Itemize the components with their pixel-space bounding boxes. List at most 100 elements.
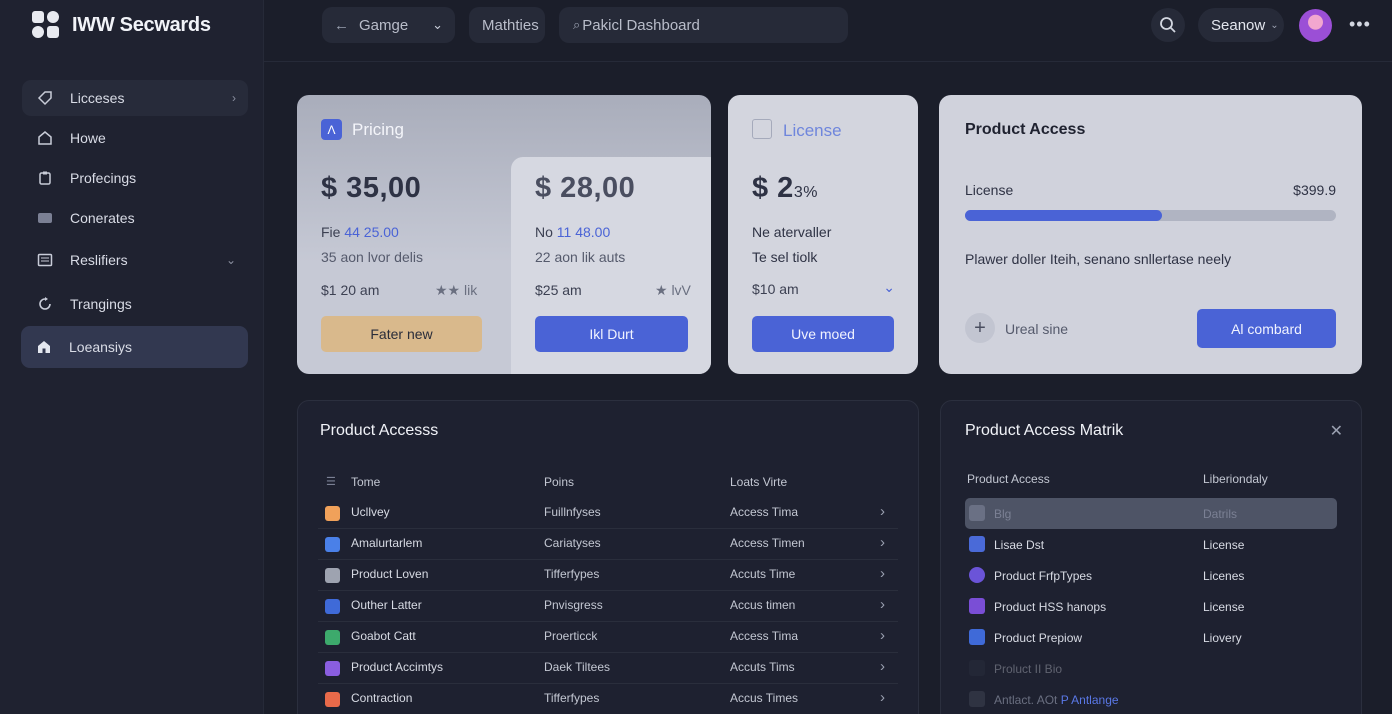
brand[interactable]: IWW Secwards — [32, 10, 211, 40]
home-icon — [36, 129, 54, 147]
matrix-row-value: Licenes — [1203, 569, 1245, 583]
license-line-1: Ne atervaller — [752, 224, 832, 240]
list-item[interactable]: Proluct II Bio — [965, 653, 1337, 684]
chevron-right-icon: › — [232, 91, 236, 105]
more-options-icon[interactable]: ••• — [1349, 14, 1371, 34]
plan-a-price: $ 35,00 — [321, 172, 422, 204]
search-button[interactable] — [1151, 8, 1185, 42]
chevron-right-icon[interactable]: › — [880, 689, 885, 706]
list-item[interactable]: Lisae Dst License — [965, 529, 1337, 560]
row-time: Accuts Tims — [730, 660, 795, 674]
sidebar-item-label: Loeansiys — [69, 339, 133, 355]
stack-icon — [36, 209, 54, 227]
product-access-button[interactable]: Al combard — [1197, 309, 1336, 348]
product-access-description: Plawer doller Iteih, senano snllertase n… — [965, 251, 1232, 267]
list-item[interactable]: Product FrfpTypes Licenes — [965, 560, 1337, 591]
plan-a-button[interactable]: Fater new — [321, 316, 482, 352]
matrics-tab[interactable]: Mathties — [469, 7, 545, 43]
sidebar: IWW Secwards Licceses › Howe Profecings — [0, 0, 264, 714]
pricing-card: Λ Pricing $ 35,00 Fie 44 25.00 35 aon lv… — [297, 95, 711, 374]
list-item[interactable]: Product HSS hanops License — [965, 591, 1337, 622]
matrix-row-name-text: Antlact. AOt — [994, 693, 1061, 707]
search-icon — [1160, 17, 1176, 33]
close-icon[interactable]: ✕ — [1329, 423, 1343, 440]
matrix-row-selected[interactable]: Blg Datrils — [965, 498, 1337, 529]
chevron-right-icon[interactable]: › — [880, 534, 885, 551]
building-icon — [35, 338, 53, 356]
chevron-down-icon: ⌄ — [225, 253, 236, 267]
chevron-right-icon[interactable]: › — [880, 596, 885, 613]
product-table-title: Product Accesss — [320, 422, 439, 439]
license-title: License — [783, 121, 842, 140]
license-value: $399.9 — [1293, 182, 1336, 198]
sidebar-item-label: Profecings — [70, 170, 137, 186]
sidebar-item-profecings[interactable]: Profecings — [22, 160, 248, 196]
sidebar-item-licenses[interactable]: Licceses › — [22, 80, 248, 116]
license-progress-track — [965, 210, 1336, 221]
plan-b-button[interactable]: Ikl Durt — [535, 316, 688, 352]
pricing-title: Pricing — [352, 120, 404, 139]
plan-a-fee-prefix: Fie — [321, 224, 345, 240]
sidebar-item-loeansiys[interactable]: Loeansiys — [21, 326, 248, 368]
matrix-row-name: Product HSS hanops — [994, 600, 1107, 614]
product-icon — [969, 536, 985, 552]
matrix-row-value: Liovery — [1203, 631, 1242, 645]
plan-a-rating: ★★ lik — [435, 282, 478, 298]
plan-b-desc: 22 aon lik auts — [535, 249, 626, 265]
sidebar-item-trangings[interactable]: Trangings — [22, 286, 248, 322]
row-time: Access Tima — [730, 505, 799, 519]
table-row[interactable]: Ucllvey Fuillnfyses Access Tima › — [318, 498, 898, 529]
table-row[interactable]: Contraction Tifferfypes Accus Times › — [318, 684, 898, 714]
chevron-down-icon: ⌄ — [1270, 19, 1279, 31]
game-select-label: Gamge — [359, 16, 409, 34]
chevron-right-icon[interactable]: › — [880, 658, 885, 675]
table-row[interactable]: Outher Latter Pnvisgress Accus timen › — [318, 591, 898, 622]
product-access-card: Product Access License $399.9 Plawer dol… — [939, 95, 1362, 374]
plus-icon: + — [965, 313, 995, 343]
list-item[interactable]: Product Prepiow Liovery — [965, 622, 1337, 653]
chevron-right-icon[interactable]: › — [880, 503, 885, 520]
refresh-icon — [36, 295, 54, 313]
app-logo-icon — [32, 11, 60, 39]
sidebar-item-label: Trangings — [70, 296, 132, 312]
table-row[interactable]: Goabot Catt Proerticck Access Tima › — [318, 622, 898, 653]
add-button[interactable]: + Ureal sine — [965, 313, 1115, 343]
search-input[interactable]: ⌕ Pakicl Dashboard — [559, 7, 848, 43]
product-icon — [969, 629, 985, 645]
search-input-text: Pakicl Dashboard — [582, 16, 700, 34]
matrix-row-name: Blg — [994, 507, 1012, 521]
row-name: Goabot Catt — [351, 629, 416, 643]
sidebar-item-home[interactable]: Howe — [22, 120, 248, 156]
sidebar-item-conerates[interactable]: Conerates — [22, 200, 248, 236]
table-row[interactable]: Amalurtarlem Cariatyses Access Timen › — [318, 529, 898, 560]
row-points: Daek Tiltees — [544, 660, 611, 674]
column-header: Poins — [544, 475, 575, 489]
list-item[interactable]: Antlact. AOt P Antlange — [965, 684, 1337, 714]
user-menu[interactable]: Seanow ⌄ — [1198, 8, 1284, 42]
table-row[interactable]: Product Accimtys Daek Tiltees Accuts Tims › — [318, 653, 898, 684]
license-line-2: Te sel tiolk — [752, 249, 818, 265]
plan-a-fee-value: 44 25.00 — [344, 224, 399, 240]
row-points: Pnvisgress — [544, 598, 603, 612]
avatar[interactable] — [1299, 9, 1332, 42]
matrix-row-value: Datrils — [1203, 507, 1238, 521]
license-rate-select[interactable]: $10 am ⌄ — [752, 273, 895, 305]
license-button[interactable]: Uve moed — [752, 316, 894, 352]
add-label: Ureal sine — [1005, 321, 1069, 337]
license-card: License $ 23% Ne atervaller Te sel tiolk… — [728, 95, 918, 374]
product-icon — [969, 567, 985, 583]
plan-b-rating: ★ lvV — [655, 282, 691, 298]
table-row[interactable]: Product Loven Tifferfypes Accuts Time › — [318, 560, 898, 591]
list-icon: ☰ — [326, 476, 336, 488]
product-icon — [325, 692, 340, 707]
row-name: Amalurtarlem — [351, 536, 423, 550]
product-access-title: Product Access — [965, 121, 1086, 138]
sidebar-item-reslifiers[interactable]: Reslifiers ⌄ — [22, 242, 248, 278]
row-points: Tifferfypes — [544, 691, 600, 705]
matrix-row-link[interactable]: P Antlange — [1060, 693, 1119, 707]
chevron-right-icon[interactable]: › — [880, 627, 885, 644]
sidebar-nav: Licceses › Howe Profecings Conerates R — [21, 80, 248, 372]
chevron-right-icon[interactable]: › — [880, 565, 885, 582]
game-select[interactable]: ← Gamge ⌄ — [322, 7, 455, 43]
row-points: Proerticck — [544, 629, 598, 643]
